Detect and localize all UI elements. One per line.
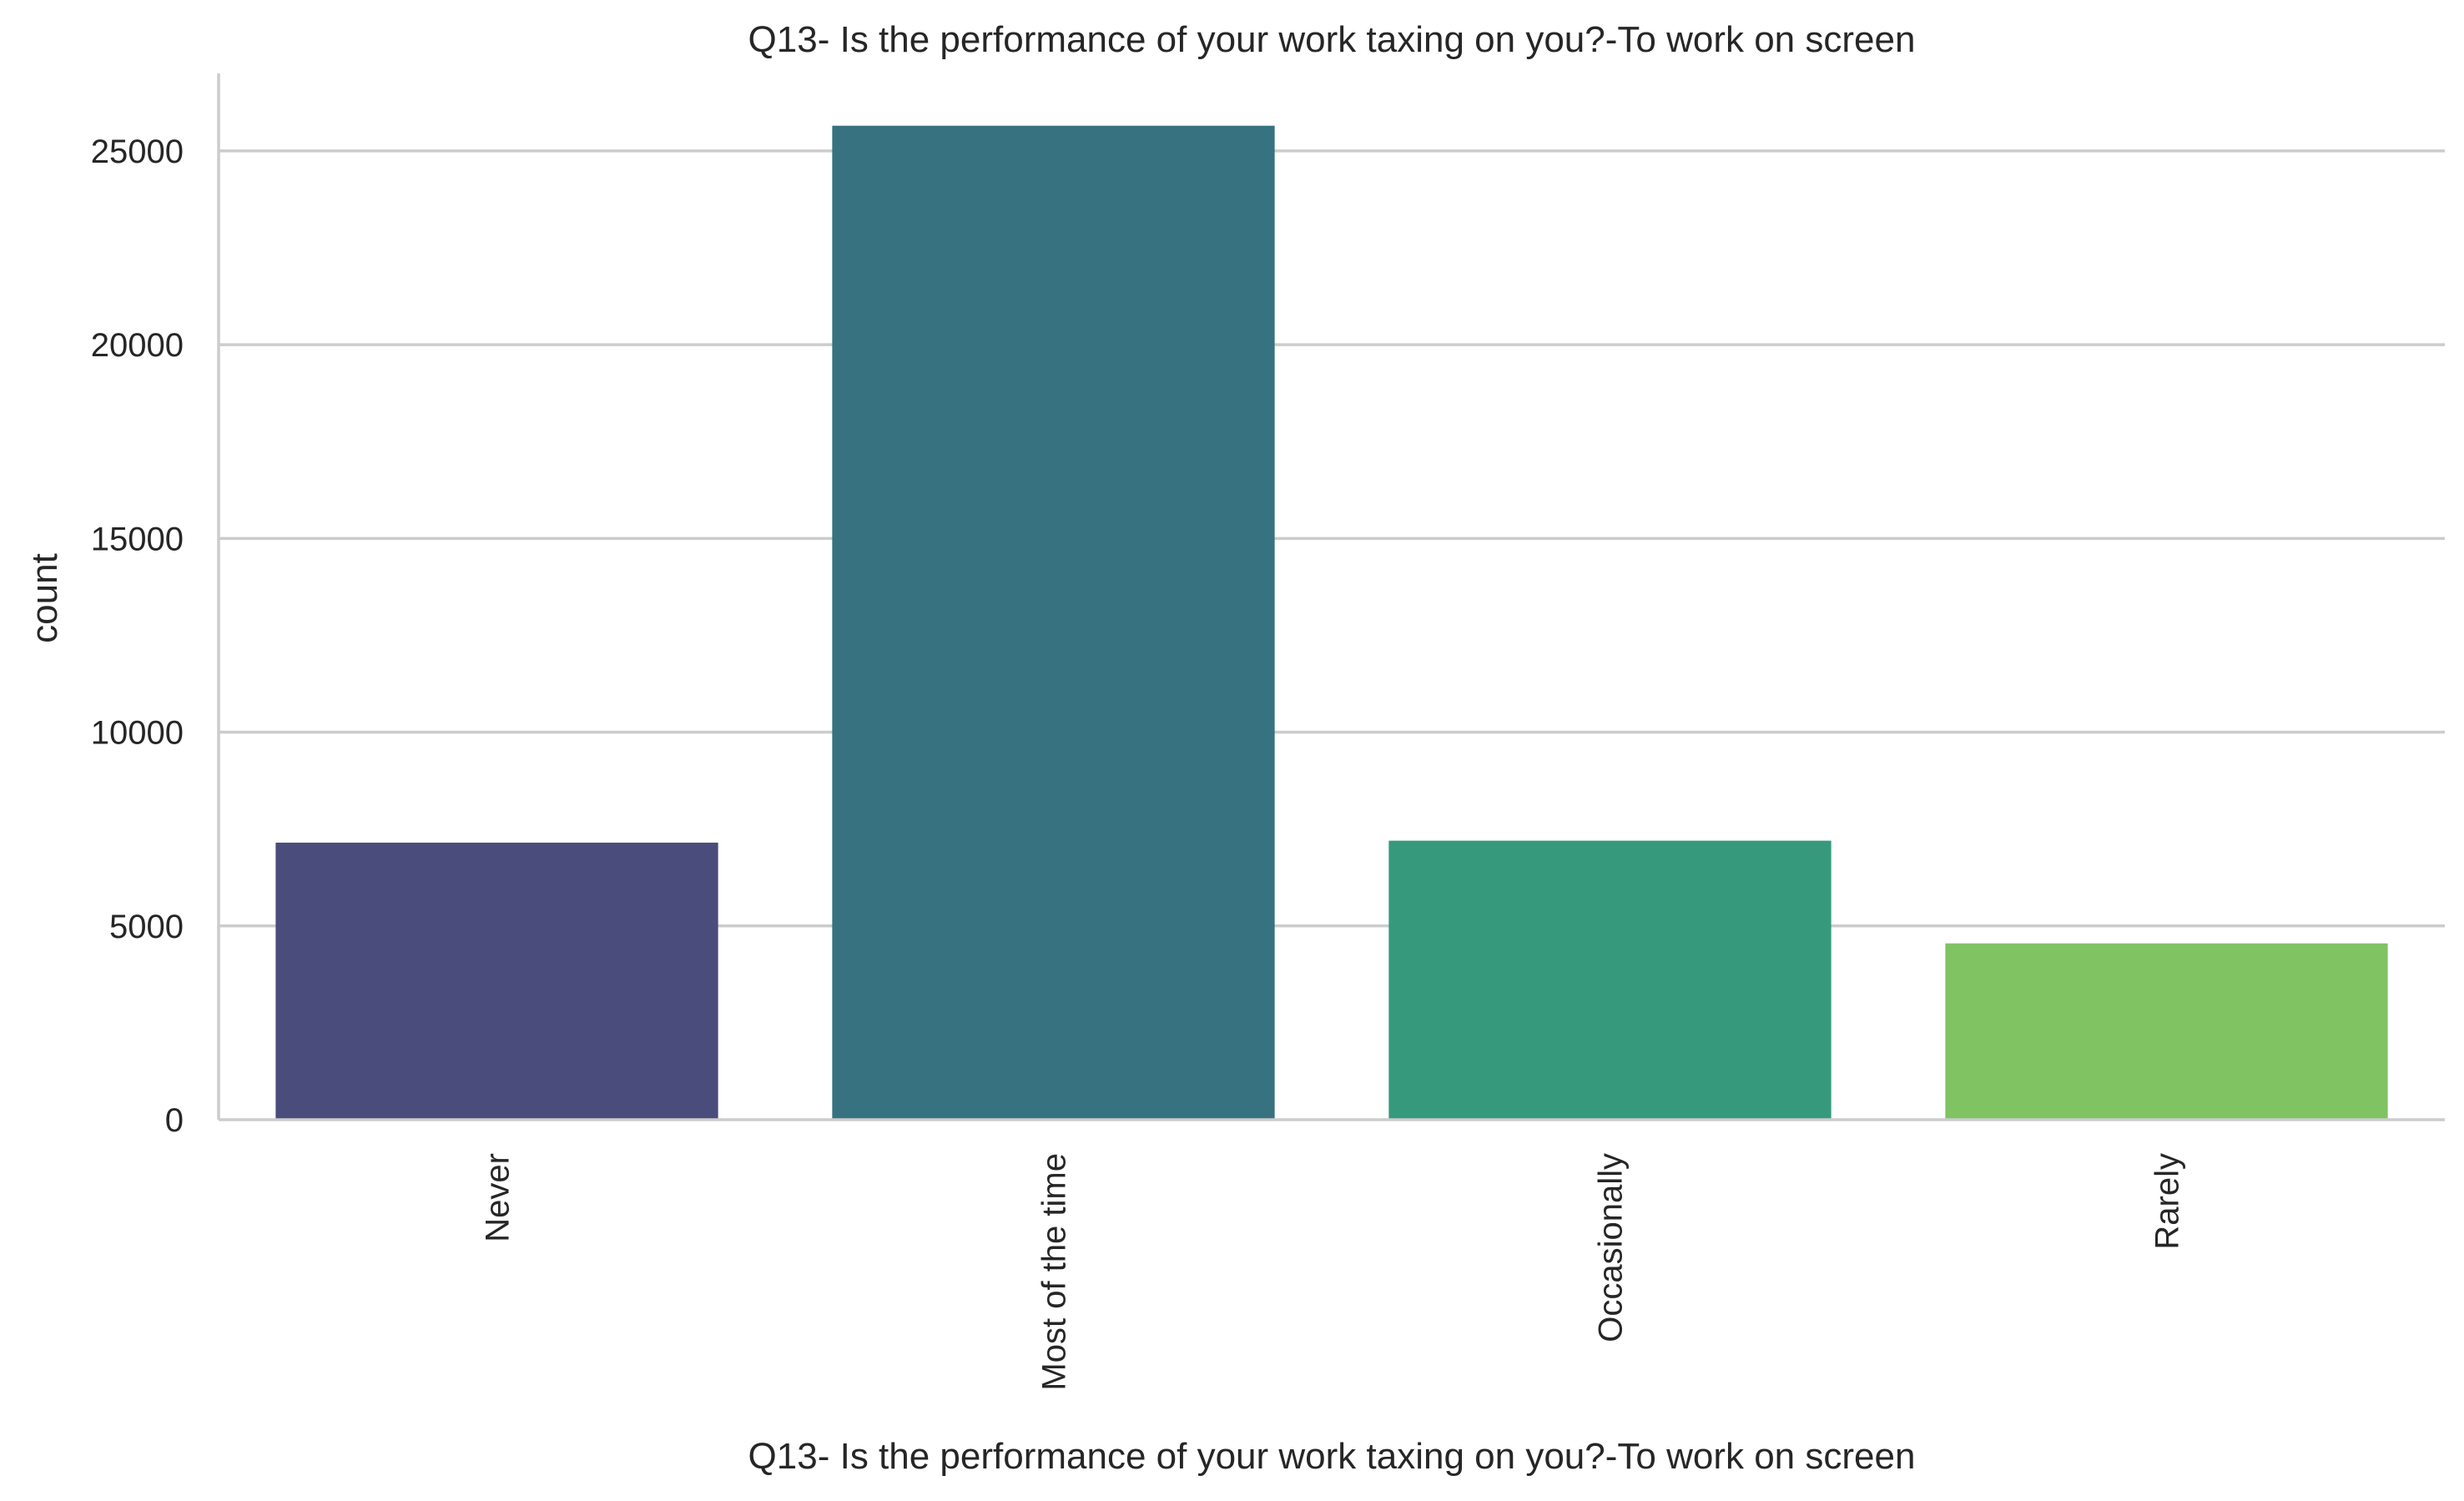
x-tick-label: Occasionally — [1593, 1153, 1630, 1342]
bar-rarely — [1945, 943, 2388, 1120]
x-tick-label: Most of the time — [1036, 1153, 1073, 1391]
y-axis-label: count — [24, 553, 65, 643]
gridlines — [219, 149, 2445, 928]
y-tick-label: 10000 — [91, 715, 184, 752]
y-tick-label: 5000 — [109, 909, 184, 945]
y-tick-label: 20000 — [91, 327, 184, 364]
y-tick-label: 15000 — [91, 521, 184, 557]
bar-most-of-the-time — [832, 125, 1275, 1121]
x-tick-labels: Never Most of the time Occasionally Rarely — [480, 1153, 2186, 1391]
chart-title: Q13- Is the performance of your work tax… — [748, 19, 1916, 60]
axis-spines — [217, 73, 2445, 1121]
y-tick-labels: 0 5000 10000 15000 20000 25000 — [91, 133, 184, 1139]
x-axis-label: Q13- Is the performance of your work tax… — [748, 1436, 1916, 1477]
bar-occasionally — [1388, 840, 1832, 1120]
bar-never — [275, 842, 718, 1120]
x-tick-label: Rarely — [2149, 1153, 2186, 1250]
bars — [275, 125, 2388, 1121]
y-tick-label: 25000 — [91, 133, 184, 170]
y-tick-label: 0 — [165, 1102, 184, 1139]
x-tick-label: Never — [480, 1153, 516, 1242]
